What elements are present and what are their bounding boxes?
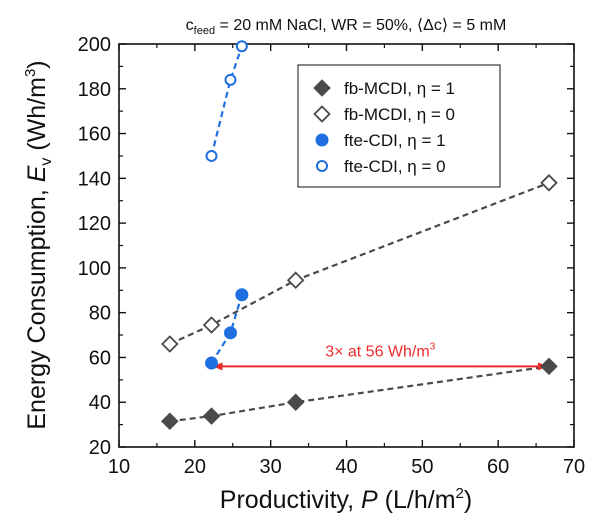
legend-label: fte-CDI, η = 0: [344, 157, 446, 176]
y-tick-label: 40: [89, 392, 111, 414]
data-point: [540, 357, 558, 376]
y-tick-label: 120: [78, 213, 111, 235]
y-tick-label: 200: [78, 34, 111, 56]
y-tick-label: 20: [89, 437, 111, 459]
ratio-annotation: 3× at 56 Wh/m3: [325, 341, 436, 360]
annotation-layer: 3× at 56 Wh/m3: [212, 341, 548, 371]
legend-label: fte-CDI, η = 1: [344, 131, 446, 150]
ratio-annotation-text: 3× at 56 Wh/m: [325, 343, 430, 360]
y-tick-label: 180: [78, 79, 111, 101]
y-tick-label: 160: [78, 124, 111, 146]
x-title-sup: 2: [456, 485, 464, 502]
data-point: [235, 40, 248, 53]
title-sub: feed: [194, 25, 215, 37]
data-point: [202, 407, 221, 425]
data-point: [205, 356, 219, 370]
trend-line: [169, 181, 550, 346]
y-title-end: ): [23, 60, 51, 68]
y-title-sub: v: [38, 158, 55, 166]
legend-marker: [316, 160, 328, 172]
x-tick-label: 60: [487, 456, 509, 478]
x-title-text: Productivity,: [220, 486, 361, 514]
x-tick-label: 40: [335, 456, 357, 478]
data-point: [286, 393, 305, 411]
y-title-italic: E: [23, 165, 51, 182]
x-title-end: ): [464, 486, 472, 514]
x-title-unit: (L/h/m: [378, 486, 456, 514]
data-point: [286, 271, 305, 289]
y-title-sup: 3: [22, 69, 39, 77]
legend-marker: [315, 133, 329, 147]
trend-line: [169, 365, 550, 423]
y-title-text: Energy Consumption,: [23, 182, 51, 429]
x-tick-label: 50: [411, 456, 433, 478]
data-point: [235, 288, 249, 302]
data-point: [223, 326, 237, 340]
x-tick-label: 10: [108, 456, 130, 478]
data-markers: [161, 40, 558, 431]
legend-box: [297, 64, 501, 188]
x-axis-title: Productivity, P (L/h/m2): [220, 485, 472, 514]
legend-label: fb-MCDI, η = 0: [344, 105, 455, 124]
data-point: [161, 412, 179, 431]
y-tick-label: 60: [89, 347, 111, 369]
title-rest: = 20 mM NaCl, WR = 50%, ⟨Δc⟩ = 5 mM: [215, 17, 506, 34]
y-axis-ticks: 20 40 60 80 100 120 140 160 180 200: [78, 34, 574, 459]
title-c: c: [186, 17, 194, 34]
data-point: [224, 73, 237, 86]
x-tick-label: 70: [563, 456, 585, 478]
x-tick-label: 20: [184, 456, 206, 478]
x-title-italic: P: [361, 486, 378, 514]
data-point: [205, 149, 218, 162]
legend-marker: [313, 79, 331, 97]
y-tick-label: 140: [78, 168, 111, 190]
trend-line: [210, 45, 243, 157]
y-title-unit: (Wh/m: [23, 77, 51, 158]
y-axis-title: Energy Consumption, Ev (Wh/m3): [22, 60, 55, 429]
y-tick-label: 80: [89, 303, 111, 325]
x-axis-ticks: 10 20 30 40 50 60 70: [108, 44, 585, 478]
legend: fb-MCDI, η = 1 fb-MCDI, η = 0 fte-CDI, η =…: [297, 64, 501, 188]
legend-marker: [313, 105, 331, 123]
data-point: [202, 316, 221, 334]
chart-title: cfeed = 20 mM NaCl, WR = 50%, ⟨Δc⟩ = 5 m…: [186, 17, 507, 37]
legend-label: fb-MCDI, η = 1: [344, 79, 455, 98]
data-point: [540, 174, 558, 192]
ratio-annotation-sup: 3: [430, 341, 436, 352]
y-tick-label: 100: [78, 258, 111, 280]
x-tick-label: 30: [260, 456, 282, 478]
data-point: [161, 335, 179, 353]
